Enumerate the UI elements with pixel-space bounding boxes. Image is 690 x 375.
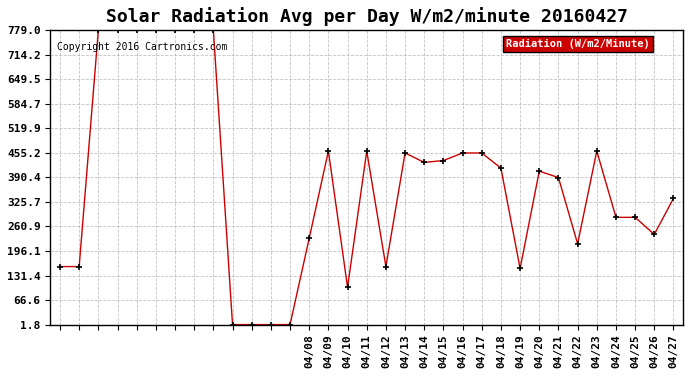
Text: Radiation (W/m2/Minute): Radiation (W/m2/Minute) [506,39,650,49]
Text: Copyright 2016 Cartronics.com: Copyright 2016 Cartronics.com [57,42,227,52]
Title: Solar Radiation Avg per Day W/m2/minute 20160427: Solar Radiation Avg per Day W/m2/minute … [106,7,628,26]
